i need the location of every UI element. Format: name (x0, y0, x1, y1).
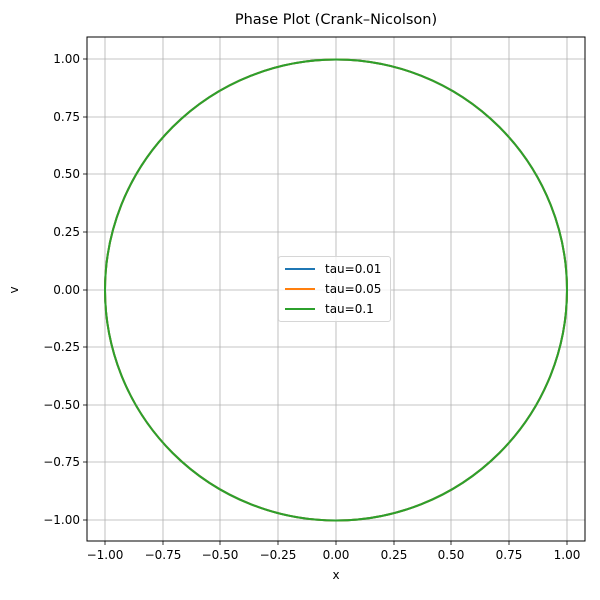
legend-line-icon (285, 268, 315, 270)
x-tick-label: 0.75 (495, 548, 523, 562)
x-tick-label: 0.00 (322, 548, 350, 562)
x-tick-label: 0.25 (380, 548, 408, 562)
legend-item-tau-0.1: tau=0.1 (285, 299, 374, 319)
legend-label: tau=0.01 (325, 262, 382, 276)
x-tick-label: −0.75 (144, 548, 182, 562)
y-axis-label: v (7, 286, 21, 294)
x-tick-label: −0.50 (201, 548, 239, 562)
y-tick-label: 0.75 (53, 110, 80, 124)
axes-frame (86, 36, 586, 542)
chart-title: Phase Plot (Crank–Nicolson) (234, 12, 438, 28)
legend-line-icon (285, 288, 315, 290)
y-tick-label: −0.75 (43, 455, 80, 469)
legend-item-tau-0.01: tau=0.01 (285, 259, 381, 279)
x-tick-label: 0.50 (437, 548, 465, 562)
y-tick-label: 0.50 (53, 167, 80, 181)
x-axis-label: x (332, 568, 340, 582)
legend-item-tau-0.05: tau=0.05 (285, 279, 381, 299)
x-tick-label: −1.00 (86, 548, 124, 562)
legend-label: tau=0.05 (325, 282, 382, 296)
y-tick-label: 0.25 (53, 225, 80, 239)
y-tick-label: 0.00 (53, 283, 80, 297)
y-tick-label: −0.50 (43, 398, 80, 412)
x-tick-label: 1.00 (553, 548, 581, 562)
legend: tau=0.01 tau=0.05 tau=0.1 (278, 256, 391, 322)
x-tick-label: −0.25 (259, 548, 297, 562)
series-tau-0.1 (104, 58, 568, 522)
legend-label: tau=0.1 (325, 302, 374, 316)
y-tick-label: −0.25 (43, 340, 80, 354)
y-tick-label: 1.00 (53, 52, 80, 66)
y-tick-label: −1.00 (43, 513, 80, 527)
tick-marks (83, 58, 568, 545)
legend-line-icon (285, 308, 315, 310)
